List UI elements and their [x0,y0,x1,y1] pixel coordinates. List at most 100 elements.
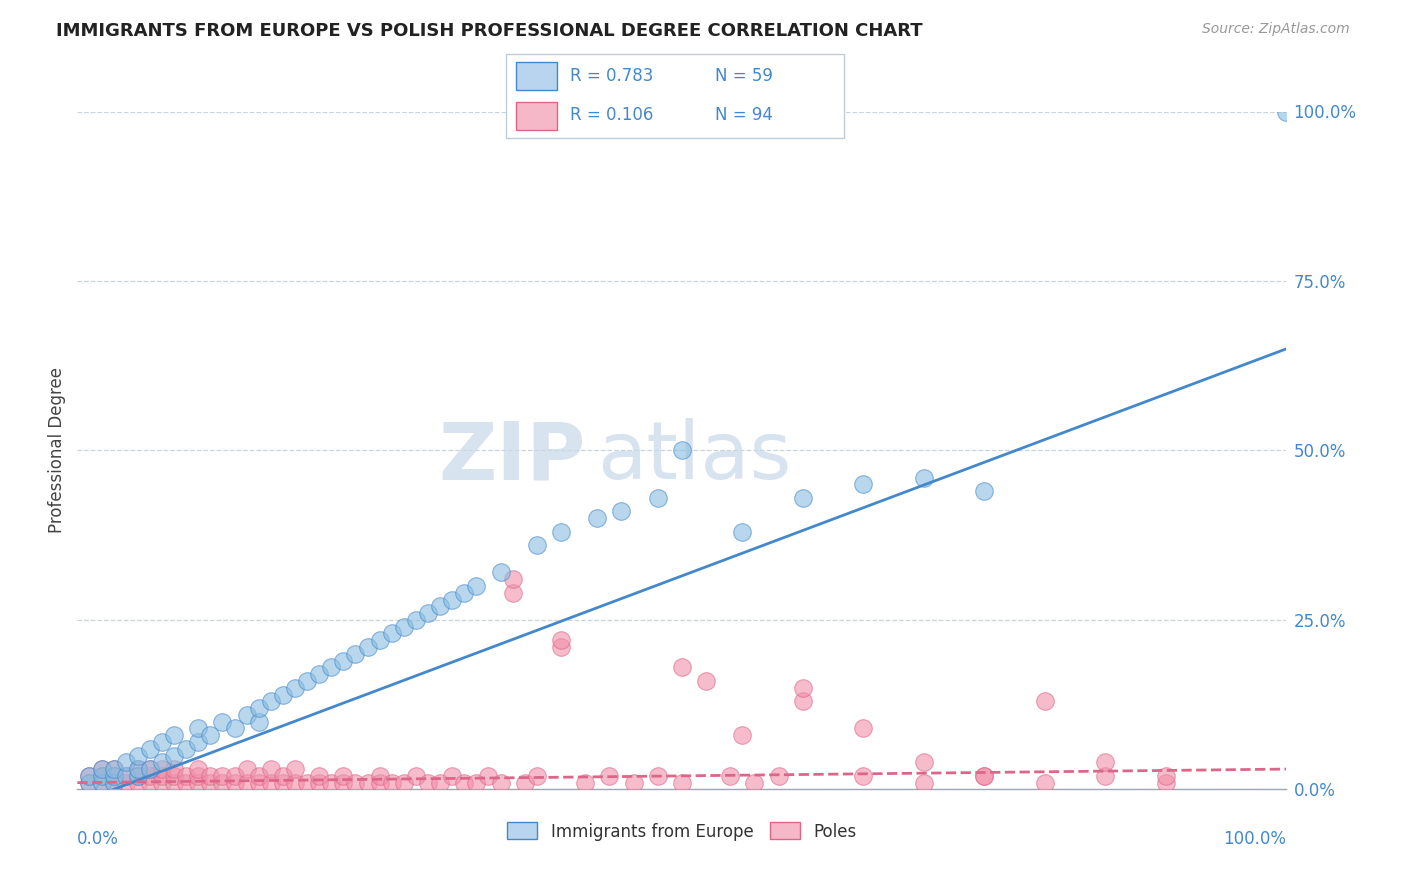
Point [224,722,246,736]
Point [502,586,524,600]
Point [502,572,524,586]
Point [247,769,270,783]
Point [465,775,488,789]
Point [235,707,257,722]
Point [90,762,112,776]
Point [90,769,112,783]
Point [1154,775,1177,789]
Point [163,775,186,789]
Point [90,769,112,783]
Point [308,775,330,789]
Point [368,769,391,783]
Point [163,769,186,783]
Point [550,524,572,539]
Point [973,769,995,783]
Point [671,443,693,458]
Point [127,762,149,776]
Point [912,470,935,484]
Point [139,769,162,783]
Point [127,769,149,783]
Point [598,769,620,783]
Point [211,775,233,789]
Point [526,538,548,552]
Point [1275,104,1298,119]
Point [163,762,186,776]
Point [744,775,766,789]
Point [150,762,173,776]
Point [441,769,464,783]
Point [247,775,270,789]
Point [368,633,391,648]
Point [187,735,209,749]
Point [114,756,136,770]
Point [200,775,222,789]
Text: Source: ZipAtlas.com: Source: ZipAtlas.com [1202,22,1350,37]
Point [513,775,536,789]
Point [381,775,404,789]
Point [912,775,935,789]
Point [453,586,475,600]
Point [332,775,354,789]
Point [1033,694,1056,708]
Point [139,775,162,789]
Point [731,524,754,539]
Point [211,714,233,729]
Point [623,775,645,789]
Point [405,613,427,627]
Point [114,775,136,789]
Point [90,775,112,789]
Point [718,769,741,783]
Point [1094,756,1116,770]
Point [187,775,209,789]
Point [163,748,186,763]
Point [1033,775,1056,789]
Point [103,775,125,789]
Point [610,504,633,518]
Text: R = 0.783: R = 0.783 [571,68,654,86]
Point [174,769,197,783]
Point [127,775,149,789]
Point [695,673,717,688]
Point [973,484,995,499]
FancyBboxPatch shape [506,54,844,138]
Point [271,688,294,702]
Point [150,775,173,789]
Point [103,775,125,789]
Point [392,775,415,789]
Point [647,769,669,783]
Point [103,769,125,783]
Point [139,741,162,756]
Point [260,775,283,789]
Point [731,728,754,742]
Point [103,762,125,776]
Point [247,701,270,715]
Point [308,769,330,783]
Point [489,775,512,789]
Text: atlas: atlas [598,418,792,496]
Point [550,633,572,648]
Point [792,491,814,505]
Point [260,762,283,776]
Point [174,741,197,756]
Point [284,762,307,776]
Point [235,762,257,776]
Point [792,681,814,695]
Point [768,769,790,783]
Point [187,762,209,776]
Point [526,769,548,783]
Point [187,769,209,783]
Bar [516,102,557,130]
Point [79,775,101,789]
Legend: Immigrants from Europe, Poles: Immigrants from Europe, Poles [499,814,865,849]
Point [127,748,149,763]
Point [139,762,162,776]
Text: N = 94: N = 94 [716,106,773,124]
Point [381,626,404,640]
Point [224,769,246,783]
Point [429,599,451,614]
Point [416,606,439,620]
Point [671,660,693,674]
Point [489,566,512,580]
Point [150,769,173,783]
Point [465,579,488,593]
